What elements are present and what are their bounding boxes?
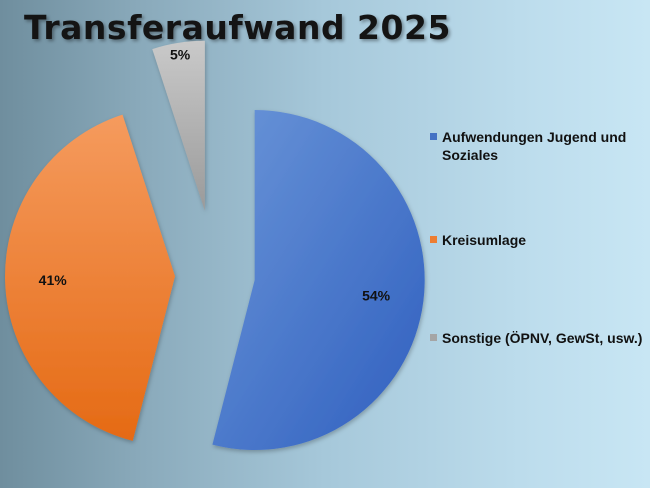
legend-label: Kreisumlage xyxy=(442,232,527,248)
data-label-jugend-soziales: 54% xyxy=(362,287,391,303)
legend-swatch xyxy=(430,236,437,243)
slice-jugend-soziales xyxy=(212,110,425,451)
slice-kreisumlage xyxy=(5,114,176,441)
legend-label: Sonstige (ÖPNV, GewSt, usw.) xyxy=(442,330,643,346)
legend-swatch xyxy=(430,334,437,341)
legend: Aufwendungen Jugend und Soziales Kreisum… xyxy=(430,128,645,347)
data-label-sonstige: 5% xyxy=(170,47,191,63)
legend-label: Aufwendungen Jugend und Soziales xyxy=(442,129,627,163)
legend-item-jugend-soziales: Aufwendungen Jugend und Soziales xyxy=(430,128,645,164)
chart-title: Transferaufwand 2025 xyxy=(24,8,451,47)
legend-item-sonstige: Sonstige (ÖPNV, GewSt, usw.) xyxy=(430,329,645,347)
slice-sonstige xyxy=(152,40,205,211)
legend-item-kreisumlage: Kreisumlage xyxy=(430,231,645,249)
data-label-kreisumlage: 41% xyxy=(39,272,68,288)
legend-swatch xyxy=(430,133,437,140)
